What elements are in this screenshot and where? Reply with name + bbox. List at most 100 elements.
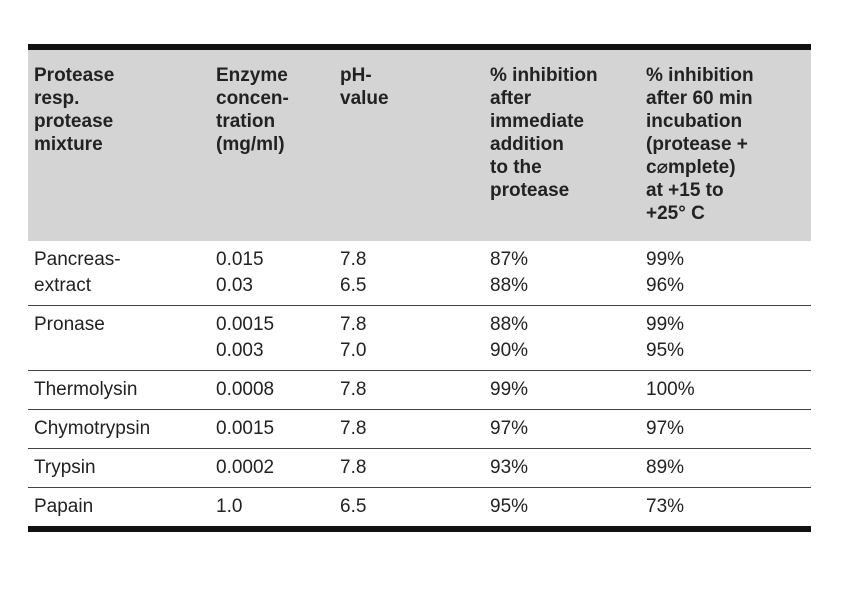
cell-protease: Papain <box>28 488 210 527</box>
table-header: Protease resp. protease mixture Enzyme conce… <box>28 50 811 241</box>
cell-line: Trypsin <box>34 457 96 478</box>
cell-immediate-inhibition: 93% <box>484 448 640 488</box>
cell-line: 73% <box>646 496 685 517</box>
cell-line: 93% <box>490 457 529 478</box>
cell-line: 99% <box>490 379 529 400</box>
cell-protease: Pancreas-extract <box>28 241 210 306</box>
cell-line: 96% <box>646 275 685 296</box>
cell-line: 97% <box>490 418 529 439</box>
cell-immediate-inhibition: 88% 90% <box>484 305 640 371</box>
cell-line: 7.8 <box>340 379 367 400</box>
cell-line: 1.0 <box>216 496 243 517</box>
cell-incubation-inhibition: 97% <box>640 409 811 449</box>
header-line: immediate <box>490 111 584 132</box>
cell-ph: 7.8 <box>334 370 484 410</box>
header-line: +25° C <box>646 203 705 224</box>
cell-line: Pronase <box>34 314 105 335</box>
cell-line: Thermolysin <box>34 379 138 400</box>
cell-line: 0.003 <box>216 340 264 361</box>
cell-line: 89% <box>646 457 685 478</box>
header-line: incubation <box>646 111 743 132</box>
header-line: (protease + <box>646 134 748 155</box>
cell-line: 90% <box>490 340 529 361</box>
cell-immediate-inhibition: 99% <box>484 370 640 410</box>
cell-protease: Chymotrypsin <box>28 409 210 449</box>
cell-line: 0.0002 <box>216 457 275 478</box>
header-line: % inhibition <box>646 65 754 86</box>
header-line: pH- <box>340 65 372 86</box>
cell-line: 7.0 <box>340 340 367 361</box>
cell-protease: Thermolysin <box>28 370 210 410</box>
header-immediate-inhibition: % inhibition after immediate addition to the… <box>484 50 640 241</box>
cell-immediate-inhibition: 95% <box>484 488 640 527</box>
header-line: Enzyme <box>216 65 288 86</box>
header-line: % inhibition <box>490 65 598 86</box>
cell-line: 88% <box>490 275 529 296</box>
header-incubation-inhibition: % inhibition after 60 min incubation (prote… <box>640 50 811 241</box>
cell-line: Chymotrypsin <box>34 418 151 439</box>
cell-concentration: 0.0002 <box>210 448 334 488</box>
cell-protease: Pronase <box>28 305 210 371</box>
header-line: to the <box>490 157 542 178</box>
cell-line: 7.8 <box>340 457 367 478</box>
cell-ph: 7.8 <box>334 409 484 449</box>
header-line: resp. <box>34 88 80 109</box>
table-row: Pronase 0.0015 0.003 7.8 7.0 88% 90% 99% 95% <box>28 305 811 371</box>
cell-line: 87% <box>490 249 529 270</box>
cell-line: 0.0008 <box>216 379 275 400</box>
header-line: concen- <box>216 88 289 109</box>
cell-incubation-inhibition: 89% <box>640 448 811 488</box>
cell-line: Papain <box>34 496 94 517</box>
cell-line: 100% <box>646 379 695 400</box>
header-row: Protease resp. protease mixture Enzyme conce… <box>28 50 811 241</box>
table-row: Trypsin 0.0002 7.8 93% 89% <box>28 448 811 488</box>
cell-incubation-inhibition: 99% 96% <box>640 241 811 306</box>
cell-line: 7.8 <box>340 418 367 439</box>
table-bottom-rule <box>28 526 811 532</box>
header-line: protease <box>34 111 114 132</box>
cell-line: 88% <box>490 314 529 335</box>
header-line: c⌀mplete) <box>646 157 736 178</box>
header-line: Protease <box>34 65 115 86</box>
cell-line: 0.015 <box>216 249 264 270</box>
header-ph: pH-value <box>334 50 484 241</box>
header-line: (mg/ml) <box>216 134 285 155</box>
table-row: Papain 1.0 6.5 95% 73% <box>28 488 811 527</box>
cell-line: 0.03 <box>216 275 253 296</box>
cell-incubation-inhibition: 73% <box>640 488 811 527</box>
cell-ph: 6.5 <box>334 488 484 527</box>
table-row: Thermolysin 0.0008 7.8 99% 100% <box>28 370 811 410</box>
cell-line: 99% <box>646 314 685 335</box>
cell-line: 99% <box>646 249 685 270</box>
header-line: protease <box>490 180 570 201</box>
header-line: value <box>340 88 389 109</box>
table-row: Chymotrypsin 0.0015 7.8 97% 97% <box>28 409 811 449</box>
cell-line: 6.5 <box>340 275 367 296</box>
header-line: mixture <box>34 134 103 155</box>
table-body: Pancreas-extract 0.015 0.03 7.8 6.5 87% 88% 99%… <box>28 241 811 526</box>
cell-line: extract <box>34 275 92 296</box>
cell-line: 95% <box>646 340 685 361</box>
cell-line: 6.5 <box>340 496 367 517</box>
cell-line: Pancreas- <box>34 249 121 270</box>
cell-concentration: 0.0008 <box>210 370 334 410</box>
header-concentration: Enzyme concen-tration (mg/ml) <box>210 50 334 241</box>
header-line: after 60 min <box>646 88 753 109</box>
cell-line: 7.8 <box>340 314 367 335</box>
cell-incubation-inhibition: 99% 95% <box>640 305 811 371</box>
header-line: tration <box>216 111 276 132</box>
cell-line: 95% <box>490 496 529 517</box>
cell-line: 7.8 <box>340 249 367 270</box>
cell-immediate-inhibition: 87% 88% <box>484 241 640 306</box>
cell-line: 97% <box>646 418 685 439</box>
header-line: addition <box>490 134 564 155</box>
cell-immediate-inhibition: 97% <box>484 409 640 449</box>
cell-line: 0.0015 <box>216 418 275 439</box>
table-row: Pancreas-extract 0.015 0.03 7.8 6.5 87% 88% 99%… <box>28 241 811 306</box>
cell-concentration: 0.0015 <box>210 409 334 449</box>
cell-ph: 7.8 7.0 <box>334 305 484 371</box>
cell-ph: 7.8 6.5 <box>334 241 484 306</box>
cell-line: 0.0015 <box>216 314 275 335</box>
data-table: Protease resp. protease mixture Enzyme conce… <box>28 50 811 526</box>
cell-incubation-inhibition: 100% <box>640 370 811 410</box>
